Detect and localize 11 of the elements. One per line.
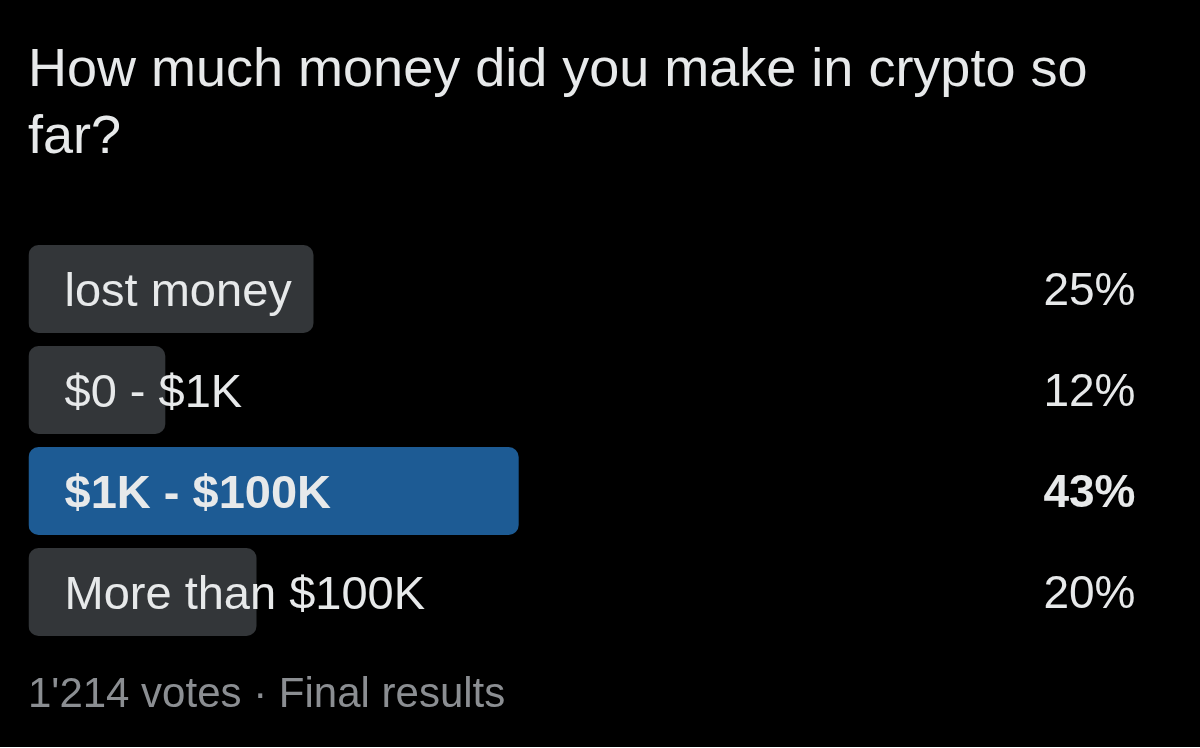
y-tick-label: $0 - $1K — [64, 363, 243, 417]
data-label: 20% — [1043, 566, 1136, 618]
text: 1'214 votes · Final results — [28, 668, 506, 718]
y-tick-label: $1K - $100K — [64, 464, 332, 518]
data-label: 43% — [1043, 465, 1136, 517]
bar — [28, 447, 519, 535]
y-tick-label: lost money — [64, 262, 293, 316]
y-tick-label: More than $100K — [64, 565, 426, 619]
data-label: 25% — [1043, 263, 1136, 315]
data-label: 12% — [1043, 364, 1136, 416]
chart-title: How much money did you make in crypto so far? — [28, 36, 1089, 166]
